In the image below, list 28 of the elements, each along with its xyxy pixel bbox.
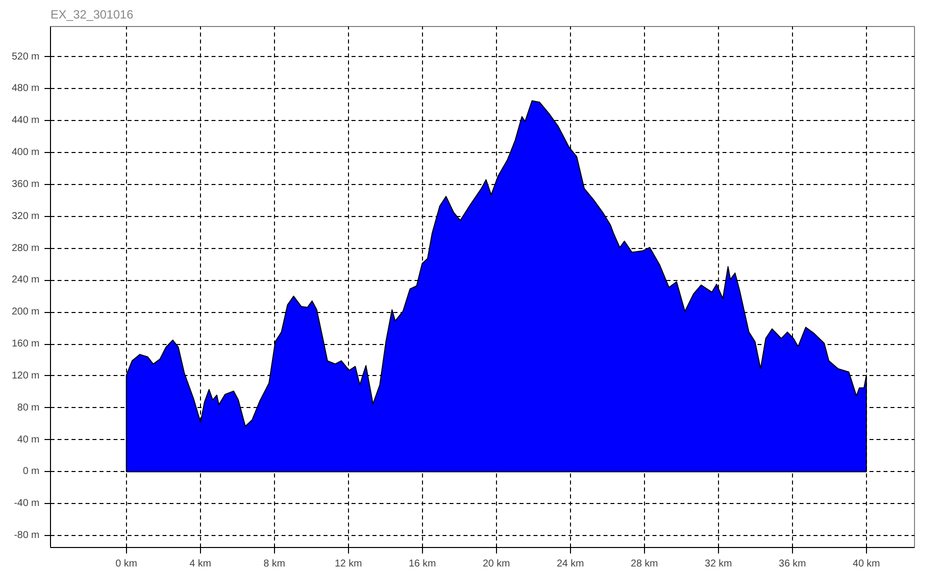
x-tick-label: 24 km (556, 558, 584, 570)
y-tick-label: 120 m (12, 370, 40, 382)
x-tick-label: 8 km (264, 558, 286, 570)
x-tick-label: 20 km (482, 558, 510, 570)
y-tick-label: 400 m (12, 147, 40, 158)
y-tick-label: 440 m (12, 115, 40, 126)
chart-title: EX_32_301016 (50, 8, 134, 22)
y-tick-label: -80 m (14, 530, 40, 542)
y-tick-label: 240 m (12, 274, 40, 286)
x-tick-label: 12 km (334, 558, 362, 570)
x-tick-label: 0 km (116, 558, 138, 570)
x-tick-label: 16 km (408, 558, 436, 570)
y-tick-label: 40 m (17, 434, 40, 446)
y-tick-label: 200 m (12, 306, 40, 318)
x-tick-label: 28 km (630, 558, 658, 570)
y-tick-label: 320 m (12, 210, 40, 222)
x-tick-label: 4 km (190, 558, 212, 570)
y-tick-label: 80 m (17, 402, 40, 414)
x-tick-label: 32 km (704, 558, 732, 570)
y-tick-label: 360 m (12, 178, 40, 190)
x-tick-label: 40 km (852, 558, 880, 570)
y-tick-label: 0 m (22, 466, 40, 478)
y-tick-label: 480 m (12, 83, 40, 94)
y-tick-label: 520 m (12, 51, 40, 62)
y-tick-label: 160 m (12, 338, 40, 350)
y-tick-label: -40 m (14, 498, 40, 510)
y-tick-label: 280 m (12, 242, 40, 254)
x-tick-label: 36 km (778, 558, 806, 570)
